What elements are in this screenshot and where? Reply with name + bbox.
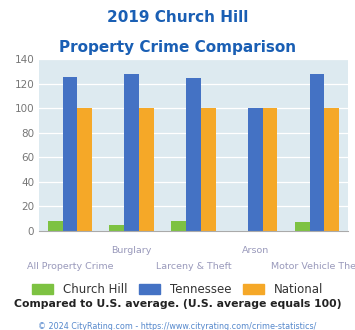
Bar	[171, 221, 186, 231]
Bar	[124, 74, 139, 231]
Text: Compared to U.S. average. (U.S. average equals 100): Compared to U.S. average. (U.S. average …	[14, 299, 341, 309]
Text: 2019 Church Hill: 2019 Church Hill	[107, 10, 248, 25]
Bar	[310, 74, 324, 231]
Bar	[48, 221, 62, 231]
Text: Arson: Arson	[242, 246, 269, 255]
Bar	[109, 225, 124, 231]
Text: Property Crime Comparison: Property Crime Comparison	[59, 40, 296, 54]
Text: © 2024 CityRating.com - https://www.cityrating.com/crime-statistics/: © 2024 CityRating.com - https://www.city…	[38, 322, 317, 330]
Bar	[295, 222, 310, 231]
Text: Larceny & Theft: Larceny & Theft	[155, 262, 231, 271]
Text: All Property Crime: All Property Crime	[27, 262, 113, 271]
Bar	[263, 109, 278, 231]
Bar	[77, 109, 92, 231]
Bar	[248, 109, 263, 231]
Bar	[186, 78, 201, 231]
Bar	[201, 109, 216, 231]
Bar	[139, 109, 154, 231]
Text: Burglary: Burglary	[111, 246, 152, 255]
Text: Motor Vehicle Theft: Motor Vehicle Theft	[271, 262, 355, 271]
Legend: Church Hill, Tennessee, National: Church Hill, Tennessee, National	[27, 278, 328, 301]
Bar	[62, 77, 77, 231]
Bar	[324, 109, 339, 231]
